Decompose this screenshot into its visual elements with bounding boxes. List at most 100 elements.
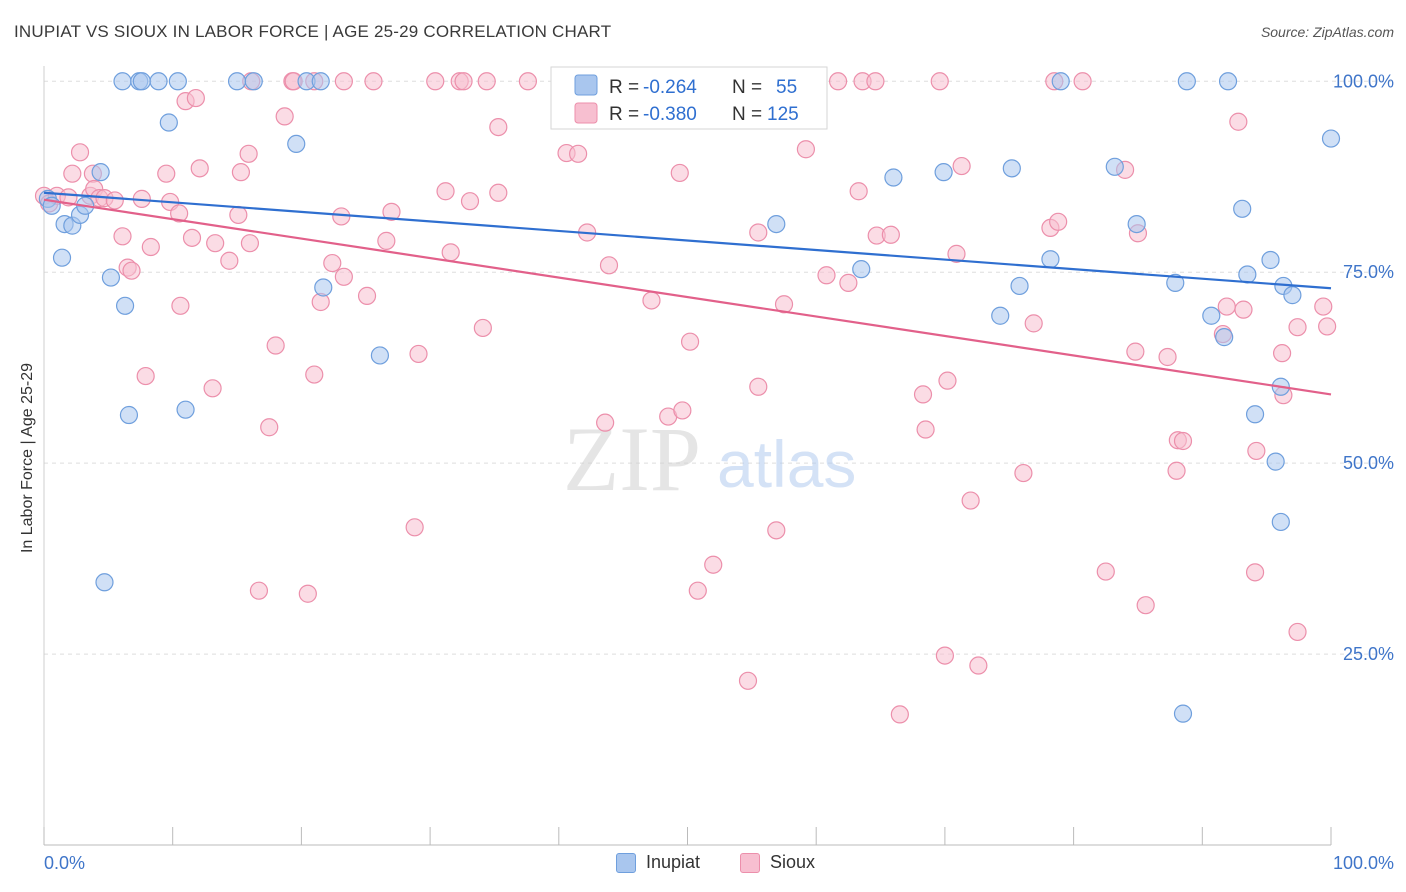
legend-swatch-sioux <box>574 102 598 124</box>
sioux-point <box>1288 318 1307 337</box>
inupiat-point <box>1283 286 1302 305</box>
sioux-point <box>203 379 222 398</box>
legend-n-value-inupiat: 55 <box>776 77 797 98</box>
inupiat-point <box>1238 265 1257 284</box>
inupiat-point <box>1010 276 1029 296</box>
sioux-point <box>839 273 858 292</box>
legend-item-inupiat[interactable]: Inupiat <box>616 852 700 873</box>
sioux-point <box>569 144 588 163</box>
sioux-point <box>334 72 353 91</box>
sioux-point <box>477 72 496 91</box>
sioux-point <box>952 156 971 176</box>
chart-title: INUPIAT VS SIOUX IN LABOR FORCE | AGE 25… <box>14 22 612 41</box>
sioux-point <box>113 227 132 246</box>
sioux-point <box>916 420 935 439</box>
sioux-point <box>186 88 205 108</box>
sioux-point <box>141 237 160 257</box>
legend-label-sioux: Sioux <box>770 852 816 872</box>
sioux-point <box>935 646 955 665</box>
sioux-point <box>1167 461 1186 480</box>
sioux-point <box>890 705 909 724</box>
sioux-point <box>1136 596 1155 615</box>
inupiat-point <box>1202 306 1221 325</box>
sioux-point <box>170 204 189 223</box>
inupiat-point <box>176 400 195 419</box>
sioux-point <box>849 182 868 201</box>
sioux-point <box>938 371 957 390</box>
tick-labels: 25.0% 50.0% 75.0% 100.0% 0.0% 100.0% <box>44 71 1394 873</box>
sioux-point <box>377 231 396 250</box>
inupiat-point <box>852 260 871 279</box>
inupiat-point <box>287 134 306 153</box>
inupiat-point <box>119 405 139 425</box>
sioux-point <box>409 344 428 364</box>
sioux-point <box>1073 72 1092 91</box>
inupiat-point <box>95 573 114 592</box>
legend-swatch-sioux <box>740 852 760 873</box>
sioux-point <box>688 581 707 600</box>
y-tick-label: 50.0% <box>1343 453 1394 473</box>
sioux-point <box>1234 300 1253 319</box>
sioux-point <box>249 581 269 600</box>
sioux-point <box>266 336 285 355</box>
inupiat-point <box>113 72 132 91</box>
inupiat-point <box>1245 405 1265 424</box>
sioux-point <box>364 72 383 91</box>
inupiat-point <box>159 113 178 132</box>
sioux-point <box>275 107 294 126</box>
watermark-zip: ZIP <box>563 408 701 510</box>
sioux-point <box>182 228 202 247</box>
sioux-point <box>817 266 836 285</box>
sioux-point <box>220 251 239 270</box>
sioux-point <box>767 521 786 540</box>
inupiat-point <box>1266 452 1285 471</box>
x-tick-label: 100.0% <box>1333 853 1394 873</box>
inupiat-point <box>311 72 330 91</box>
source-label: Source: ZipAtlas.com <box>1260 24 1394 40</box>
sioux-point <box>881 225 900 244</box>
sioux-point <box>357 286 377 305</box>
inupiat-point <box>1218 72 1238 91</box>
inupiat-point <box>1051 72 1070 91</box>
zipatlas-watermark: ZIP atlas <box>563 408 856 510</box>
sioux-point <box>599 256 619 275</box>
sioux-point <box>489 117 508 137</box>
sioux-point <box>239 144 258 163</box>
sioux-point <box>122 261 141 280</box>
sioux-point <box>489 183 508 202</box>
sioux-point <box>704 555 723 574</box>
sioux-point <box>441 243 460 262</box>
sioux-point <box>518 72 538 91</box>
legend-r-value-sioux: -0.380 <box>643 104 697 125</box>
sioux-point <box>260 418 279 437</box>
sioux-point <box>961 491 980 510</box>
inupiat-point <box>991 306 1010 325</box>
trendlines <box>43 191 1332 396</box>
sioux-point <box>642 291 661 310</box>
legend-item-sioux[interactable]: Sioux <box>740 852 815 873</box>
inupiat-point <box>1041 250 1060 269</box>
inupiat-point <box>1215 328 1234 347</box>
sioux-point <box>1318 317 1337 336</box>
legend-r-label: R = <box>609 104 639 125</box>
sioux-point <box>673 401 692 420</box>
sioux-trendline <box>43 198 1332 396</box>
y-tick-label: 75.0% <box>1343 262 1394 282</box>
series-legend: Inupiat Sioux <box>0 852 1406 878</box>
watermark-atlas: atlas <box>717 427 856 501</box>
sioux-point <box>969 656 988 675</box>
inupiat-point <box>1321 129 1341 148</box>
sioux-point <box>1314 297 1333 316</box>
inupiat-point <box>1233 199 1252 218</box>
sioux-point <box>738 671 758 690</box>
inupiat-point <box>1105 157 1124 176</box>
sioux-point <box>1024 314 1043 333</box>
sioux-point <box>70 143 90 162</box>
sioux-point <box>1229 112 1248 131</box>
sioux-points <box>34 72 1337 724</box>
sioux-point <box>749 223 768 242</box>
inupiat-point <box>314 278 333 297</box>
gridlines <box>44 80 1391 655</box>
sioux-point <box>1096 562 1115 581</box>
